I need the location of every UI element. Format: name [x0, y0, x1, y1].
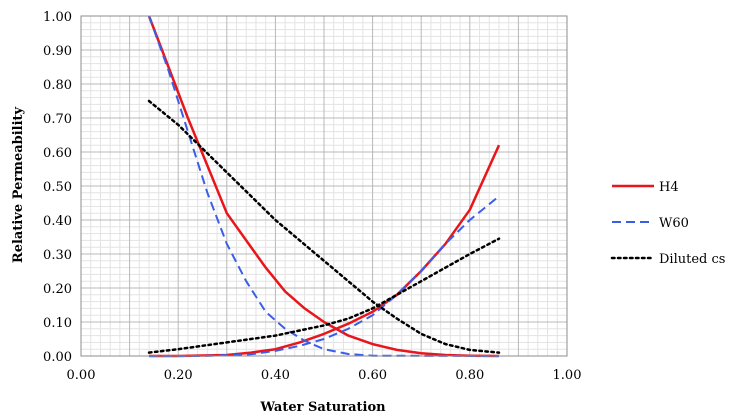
series-line-w60-1	[148, 15, 500, 357]
y-tick-label: 0.00	[43, 350, 72, 365]
legend-label: W60	[659, 216, 689, 231]
y-tick-label: 0.60	[43, 146, 72, 161]
series-layer	[147, 15, 501, 358]
series-line-h4-1	[147, 15, 500, 358]
x-tick-label: 0.60	[358, 368, 387, 383]
y-tick-label: 0.80	[43, 78, 72, 93]
y-tick-label: 0.70	[43, 112, 72, 127]
y-tick-label: 0.20	[43, 282, 72, 297]
legend-label: Diluted cs	[659, 252, 725, 267]
legend-label: H4	[659, 180, 679, 195]
plot-border	[80, 15, 568, 357]
major-gridlines	[81, 16, 567, 356]
plot-frame	[80, 15, 568, 357]
x-tick-label: 1.00	[553, 368, 582, 383]
series-line-diluted-cs-1	[147, 99, 501, 354]
series-line-diluted-cs-2	[147, 237, 501, 354]
y-tick-label: 0.10	[43, 316, 72, 331]
x-axis-title: Water Saturation	[259, 400, 386, 415]
y-tick-label: 0.30	[43, 248, 72, 263]
y-tick-label: 0.40	[43, 214, 72, 229]
y-tick-label: 0.90	[43, 44, 72, 59]
x-tick-label: 0.40	[261, 368, 290, 383]
y-tick-label: 0.50	[43, 180, 72, 195]
series-line-w60-2	[149, 195, 500, 357]
x-axis-ticks: 0.00 0.20 0.40 0.60 0.80 1.00	[67, 368, 582, 383]
y-axis-ticks: 0.00 0.10 0.20 0.30 0.40 0.50 0.60 0.70 0.80 0.90…	[43, 10, 72, 365]
x-tick-label: 0.00	[67, 368, 96, 383]
x-tick-label: 0.20	[164, 368, 193, 383]
legend: H4 W60 Diluted cs	[610, 180, 725, 267]
y-axis-title: Relative Permeability	[11, 106, 26, 263]
y-tick-label: 1.00	[43, 10, 72, 25]
x-tick-label: 0.80	[455, 368, 484, 383]
